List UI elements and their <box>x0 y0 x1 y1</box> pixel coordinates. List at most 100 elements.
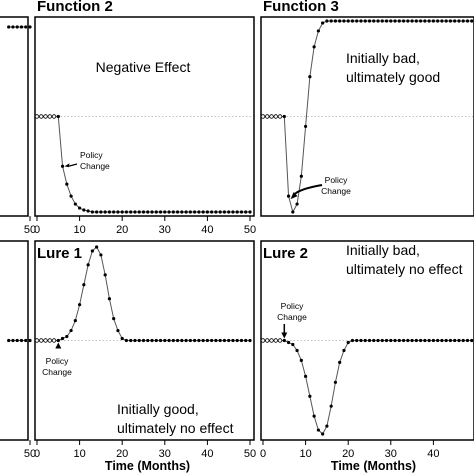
chart2-xtick-label: 20 <box>116 448 128 460</box>
chart5-point <box>24 338 28 343</box>
chart3-xtick-label: 20 <box>342 448 354 460</box>
chart2-point <box>154 338 158 343</box>
chart3-point <box>291 342 295 347</box>
chart1-title: Function 3 <box>263 0 339 15</box>
chart3-point-open <box>273 338 278 343</box>
chart1-point <box>423 19 427 23</box>
chart1-point <box>329 19 333 23</box>
chart0-point-open <box>34 114 40 119</box>
chart2-point <box>73 319 77 323</box>
chart1-point <box>414 19 418 23</box>
chart1-point <box>282 114 286 119</box>
chart4-point <box>28 25 32 29</box>
chart1-point <box>397 19 401 23</box>
chart2-policy-label: Policy <box>46 356 69 366</box>
chart2-point <box>239 338 244 343</box>
chart0-point <box>167 210 171 214</box>
chart1-point <box>461 19 465 23</box>
chart1-point <box>406 19 410 23</box>
chart2-point-open <box>51 338 57 343</box>
chart3-point <box>376 338 380 343</box>
chart3-point <box>423 338 427 343</box>
chart0-annotation: Negative Effect <box>96 59 191 75</box>
chart5-point <box>28 338 32 343</box>
chart1-point <box>355 19 359 23</box>
chart0-point-open <box>39 114 44 119</box>
chart5-point <box>15 338 19 343</box>
chart2-point <box>188 338 192 343</box>
chart3-point <box>431 338 435 343</box>
chart2-point <box>210 338 214 343</box>
chart1-point <box>346 19 350 23</box>
chart1-point-open <box>277 114 283 119</box>
chart2-point <box>201 338 205 343</box>
chart3-xtick-label: 30 <box>385 448 397 460</box>
chart3-point-open <box>260 338 266 343</box>
chart0-point <box>154 210 158 214</box>
chart0-point <box>107 210 112 214</box>
chart3-annotation: Initially bad, <box>346 242 420 258</box>
chart3-point <box>427 338 431 343</box>
chart0-policy-label: Change <box>80 161 110 171</box>
chart1-point <box>316 29 320 33</box>
chart0-point <box>193 210 197 214</box>
chart3-point <box>299 358 303 362</box>
chart0-point <box>112 210 116 214</box>
chart1-annotation: Initially bad, <box>346 50 420 66</box>
chart2-point <box>171 338 175 343</box>
chart3-point <box>359 338 363 343</box>
chart2-point <box>218 338 222 343</box>
chart0-point <box>56 114 60 119</box>
chart0-point <box>184 210 188 214</box>
chart2-point-open <box>34 338 40 343</box>
chart1-policy-label: Change <box>321 186 351 196</box>
chart3-point <box>295 348 299 353</box>
chart3-point <box>363 338 367 343</box>
chart1-point <box>384 19 389 23</box>
chart2-point <box>120 336 124 341</box>
chart1-point <box>299 174 303 178</box>
chart3-point <box>308 394 312 398</box>
chart3-point <box>410 338 414 343</box>
chart2-point <box>244 338 248 343</box>
chart5-point <box>11 338 15 343</box>
chart0-xtick-label: 10 <box>73 224 85 236</box>
chart3-point <box>321 432 325 436</box>
chart2-point <box>146 338 150 343</box>
chart3-point <box>372 338 376 343</box>
chart3-point <box>304 374 308 378</box>
chart2-point <box>90 249 94 253</box>
chart1-point <box>304 124 308 129</box>
chart0-point <box>205 210 209 214</box>
chart0-point <box>210 210 214 214</box>
chart3-point <box>414 338 418 343</box>
chart3-point <box>457 338 461 343</box>
chart3-point-open <box>269 338 274 343</box>
chart1-point <box>291 210 295 214</box>
chart1-policy-arrow <box>292 184 323 196</box>
chart0-xtick-label: 20 <box>116 224 128 236</box>
chart1-point <box>367 19 372 23</box>
chart0-point <box>103 210 107 214</box>
chart2-xlabel: Time (Months) <box>105 459 190 473</box>
chart0-point <box>146 210 150 214</box>
chart2-point <box>222 338 227 343</box>
chart2-point <box>116 328 120 333</box>
chart2-point <box>141 338 146 343</box>
chart0-policy-label: Policy <box>80 150 103 160</box>
chart3-point <box>461 338 465 343</box>
chart3-policy-label: Change <box>277 312 307 322</box>
chart3-point <box>453 338 457 343</box>
chart2-point <box>133 338 137 343</box>
chart4-point <box>7 25 11 29</box>
chart2-point <box>86 263 90 267</box>
chart0-point <box>90 210 94 214</box>
chart0-point <box>82 208 86 212</box>
chart2-point <box>184 338 188 343</box>
chart2-xtick-label: 0 <box>34 448 40 460</box>
chart2-point <box>65 334 69 339</box>
chart2-point <box>60 336 65 341</box>
chart1-point <box>286 194 291 198</box>
chart3-point <box>397 338 401 343</box>
chart2-point <box>158 338 163 343</box>
